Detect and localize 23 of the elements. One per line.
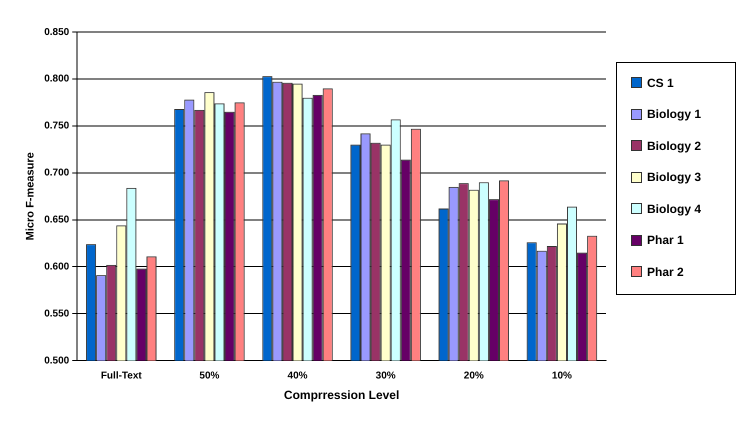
y-tick-label: 0.700 bbox=[44, 168, 70, 179]
y-tick-label: 0.500 bbox=[44, 355, 70, 366]
x-tick-label: Full-Text bbox=[100, 370, 142, 382]
legend-label: Biology 4 bbox=[647, 202, 702, 216]
y-axis-title: Micro F-measure bbox=[24, 152, 37, 240]
y-tick-label: 0.850 bbox=[44, 26, 70, 38]
legend-label: Phar 2 bbox=[647, 264, 684, 279]
y-tick-label: 0.800 bbox=[44, 74, 70, 85]
x-tick-label: 20% bbox=[464, 370, 484, 382]
y-tick-label: 0.650 bbox=[44, 214, 70, 226]
x-tick-label: 40% bbox=[288, 370, 308, 382]
x-tick-label: 50% bbox=[199, 370, 220, 382]
legend-label: CS 1 bbox=[647, 76, 674, 90]
y-tick-label: 0.600 bbox=[44, 261, 70, 272]
legend-label: Biology 3 bbox=[647, 170, 702, 184]
x-axis-title: Comprression Level bbox=[284, 388, 400, 402]
legend-label: Phar 1 bbox=[647, 233, 684, 248]
legend-label: Biology 1 bbox=[647, 107, 702, 122]
x-tick-label: 10% bbox=[552, 370, 572, 382]
y-tick-label: 0.750 bbox=[44, 120, 70, 132]
legend-label: Biology 2 bbox=[647, 138, 702, 153]
x-tick-label: 30% bbox=[376, 370, 396, 382]
y-tick-label: 0.550 bbox=[44, 308, 70, 320]
